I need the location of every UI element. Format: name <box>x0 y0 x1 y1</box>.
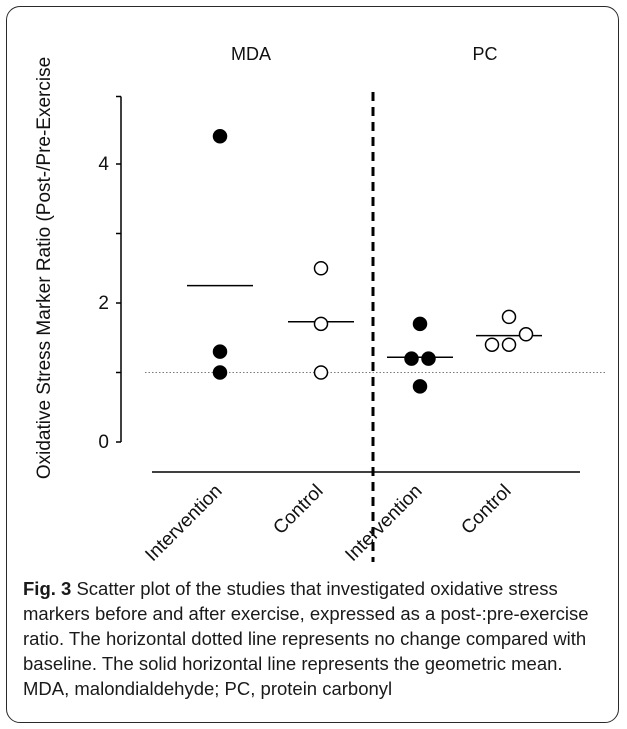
figure-label: Fig. 3 <box>23 578 72 599</box>
data-point <box>404 351 419 366</box>
data-point <box>212 365 228 380</box>
y-tick-label: 4 <box>98 154 109 175</box>
panel-label: MDA <box>231 44 271 64</box>
x-tick-label: Control <box>457 481 515 539</box>
figure-caption: Fig. 3 Scatter plot of the studies that … <box>23 576 613 701</box>
data-point <box>501 337 517 352</box>
data-point <box>212 128 228 144</box>
data-point <box>518 327 534 342</box>
data-point <box>212 344 228 359</box>
x-tick-label: Control <box>269 481 327 539</box>
y-axis-label: Oxidative Stress Marker Ratio (Post-/Pre… <box>34 57 55 479</box>
caption-text: Scatter plot of the studies that investi… <box>23 578 589 699</box>
data-point <box>412 379 428 394</box>
data-point <box>313 261 329 276</box>
x-tick-label: Intervention <box>141 481 226 566</box>
y-tick-label: 2 <box>98 293 109 314</box>
panel-label: PC <box>472 44 497 64</box>
scatter-chart: Oxidative Stress Marker Ratio (Post-/Pre… <box>34 44 606 566</box>
data-point <box>501 309 517 325</box>
data-point <box>313 316 329 332</box>
figure-frame <box>6 6 619 723</box>
data-point <box>421 351 436 366</box>
data-point <box>412 316 428 332</box>
data-point <box>313 365 329 380</box>
x-tick-label: Intervention <box>341 481 426 566</box>
data-point <box>484 337 500 352</box>
y-tick-label: 0 <box>98 432 109 453</box>
